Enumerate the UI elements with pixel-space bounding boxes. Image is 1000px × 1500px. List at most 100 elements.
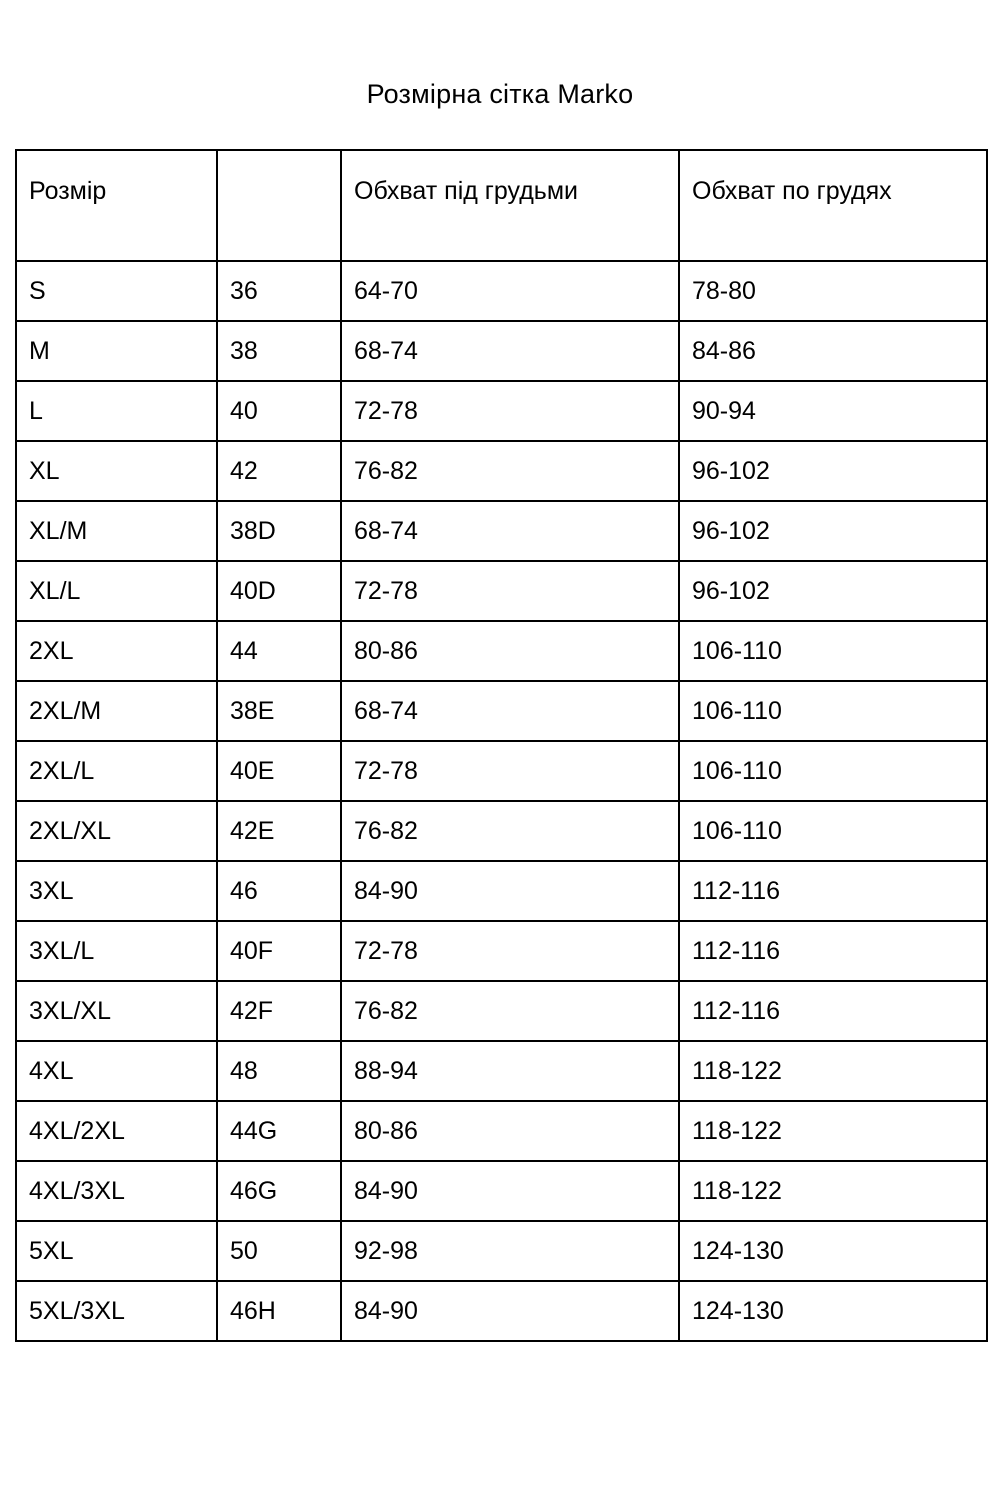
cell-over-bust: 106-110 xyxy=(678,620,988,682)
cell-over-bust: 90-94 xyxy=(678,380,988,442)
cell-size: S xyxy=(15,260,218,322)
cell-under-bust: 88-94 xyxy=(340,1040,680,1102)
table-row: 2XL/M 38E 68-74 106-110 xyxy=(15,680,988,742)
cell-size: XL xyxy=(15,440,218,502)
cell-number: 40D xyxy=(216,560,342,622)
table-row: S 36 64-70 78-80 xyxy=(15,260,988,322)
table-row: XL/L 40D 72-78 96-102 xyxy=(15,560,988,622)
cell-size: L xyxy=(15,380,218,442)
table-row: 2XL 44 80-86 106-110 xyxy=(15,620,988,682)
cell-over-bust: 96-102 xyxy=(678,440,988,502)
cell-under-bust: 76-82 xyxy=(340,800,680,862)
cell-under-bust: 68-74 xyxy=(340,680,680,742)
table-row: L 40 72-78 90-94 xyxy=(15,380,988,442)
cell-over-bust: 112-116 xyxy=(678,860,988,922)
column-header-number xyxy=(216,149,342,262)
cell-over-bust: 96-102 xyxy=(678,560,988,622)
table-row: 3XL/XL 42F 76-82 112-116 xyxy=(15,980,988,1042)
column-header-under-bust: Обхват під грудьми xyxy=(340,149,680,262)
table-row: XL/M 38D 68-74 96-102 xyxy=(15,500,988,562)
table-row: 4XL 48 88-94 118-122 xyxy=(15,1040,988,1102)
cell-size: 4XL/3XL xyxy=(15,1160,218,1222)
size-chart-table: Розмір Обхват під грудьми Обхват по груд… xyxy=(15,149,988,1342)
cell-under-bust: 84-90 xyxy=(340,860,680,922)
cell-over-bust: 96-102 xyxy=(678,500,988,562)
cell-size: 2XL xyxy=(15,620,218,682)
table-row: M 38 68-74 84-86 xyxy=(15,320,988,382)
cell-over-bust: 124-130 xyxy=(678,1280,988,1342)
cell-over-bust: 84-86 xyxy=(678,320,988,382)
cell-number: 40 xyxy=(216,380,342,442)
cell-under-bust: 68-74 xyxy=(340,320,680,382)
cell-size: 2XL/L xyxy=(15,740,218,802)
cell-over-bust: 112-116 xyxy=(678,980,988,1042)
size-chart-container: Розмір Обхват під грудьми Обхват по груд… xyxy=(15,149,988,1342)
cell-number: 40F xyxy=(216,920,342,982)
table-row: 4XL/3XL 46G 84-90 118-122 xyxy=(15,1160,988,1222)
cell-under-bust: 72-78 xyxy=(340,560,680,622)
cell-over-bust: 118-122 xyxy=(678,1100,988,1162)
cell-under-bust: 92-98 xyxy=(340,1220,680,1282)
cell-under-bust: 64-70 xyxy=(340,260,680,322)
cell-number: 40E xyxy=(216,740,342,802)
cell-number: 42F xyxy=(216,980,342,1042)
cell-size: XL/L xyxy=(15,560,218,622)
cell-size: 5XL/3XL xyxy=(15,1280,218,1342)
cell-under-bust: 68-74 xyxy=(340,500,680,562)
cell-size: 3XL/XL xyxy=(15,980,218,1042)
cell-over-bust: 106-110 xyxy=(678,740,988,802)
table-row: 5XL 50 92-98 124-130 xyxy=(15,1220,988,1282)
cell-size: 2XL/XL xyxy=(15,800,218,862)
column-header-size: Розмір xyxy=(15,149,218,262)
table-row: 3XL/L 40F 72-78 112-116 xyxy=(15,920,988,982)
cell-number: 46 xyxy=(216,860,342,922)
cell-under-bust: 80-86 xyxy=(340,1100,680,1162)
cell-under-bust: 84-90 xyxy=(340,1280,680,1342)
cell-over-bust: 106-110 xyxy=(678,680,988,742)
cell-over-bust: 106-110 xyxy=(678,800,988,862)
cell-size: M xyxy=(15,320,218,382)
page-title: Розмірна сітка Marko xyxy=(366,79,634,109)
table-row: 5XL/3XL 46H 84-90 124-130 xyxy=(15,1280,988,1342)
cell-number: 44 xyxy=(216,620,342,682)
cell-number: 42E xyxy=(216,800,342,862)
cell-size: XL/M xyxy=(15,500,218,562)
cell-number: 42 xyxy=(216,440,342,502)
cell-over-bust: 118-122 xyxy=(678,1040,988,1102)
cell-size: 3XL xyxy=(15,860,218,922)
table-header: Розмір Обхват під грудьми Обхват по груд… xyxy=(15,149,988,262)
table-row: 3XL 46 84-90 112-116 xyxy=(15,860,988,922)
table-row: 2XL/L 40E 72-78 106-110 xyxy=(15,740,988,802)
cell-size: 2XL/M xyxy=(15,680,218,742)
cell-under-bust: 72-78 xyxy=(340,740,680,802)
cell-size: 3XL/L xyxy=(15,920,218,982)
cell-number: 46G xyxy=(216,1160,342,1222)
cell-size: 4XL xyxy=(15,1040,218,1102)
cell-under-bust: 72-78 xyxy=(340,380,680,442)
cell-under-bust: 72-78 xyxy=(340,920,680,982)
cell-number: 38D xyxy=(216,500,342,562)
cell-under-bust: 84-90 xyxy=(340,1160,680,1222)
table-row: 4XL/2XL 44G 80-86 118-122 xyxy=(15,1100,988,1162)
cell-over-bust: 118-122 xyxy=(678,1160,988,1222)
cell-number: 48 xyxy=(216,1040,342,1102)
cell-number: 38 xyxy=(216,320,342,382)
cell-number: 44G xyxy=(216,1100,342,1162)
cell-number: 46H xyxy=(216,1280,342,1342)
cell-number: 36 xyxy=(216,260,342,322)
cell-size: 5XL xyxy=(15,1220,218,1282)
cell-under-bust: 76-82 xyxy=(340,440,680,502)
cell-number: 50 xyxy=(216,1220,342,1282)
column-header-over-bust: Обхват по грудях xyxy=(678,149,988,262)
cell-under-bust: 80-86 xyxy=(340,620,680,682)
cell-size: 4XL/2XL xyxy=(15,1100,218,1162)
table-row: XL 42 76-82 96-102 xyxy=(15,440,988,502)
cell-over-bust: 78-80 xyxy=(678,260,988,322)
table-row: 2XL/XL 42E 76-82 106-110 xyxy=(15,800,988,862)
cell-number: 38E xyxy=(216,680,342,742)
header-row: Розмір Обхват під грудьми Обхват по груд… xyxy=(15,149,988,262)
cell-over-bust: 124-130 xyxy=(678,1220,988,1282)
cell-under-bust: 76-82 xyxy=(340,980,680,1042)
table-body: S 36 64-70 78-80 M 38 68-74 84-86 L 40 72-78 90-94 X… xyxy=(15,260,988,1342)
